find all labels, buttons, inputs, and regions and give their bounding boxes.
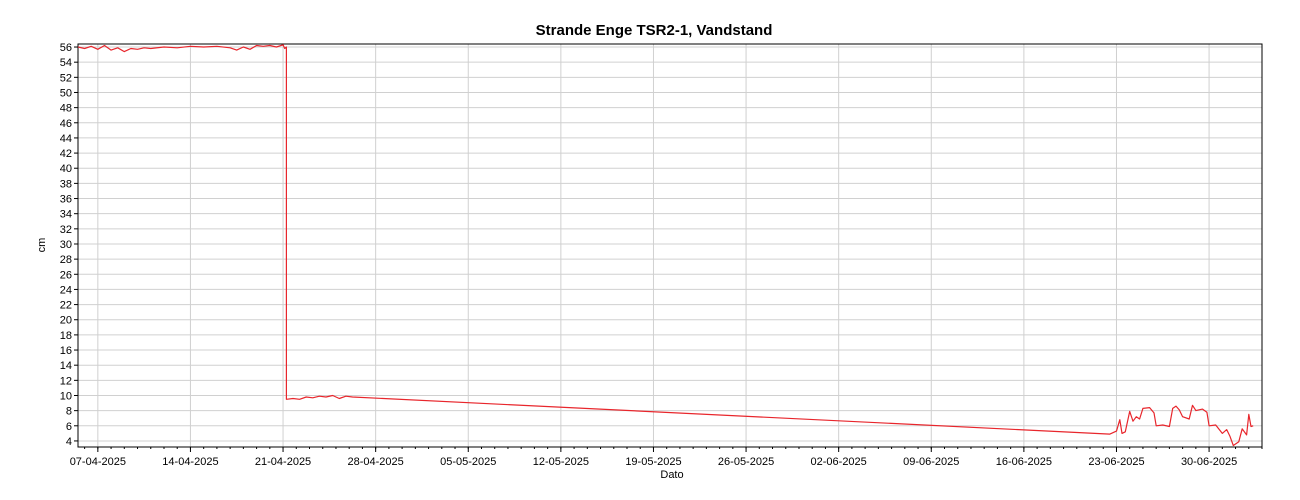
x-tick-label: 09-06-2025	[903, 456, 959, 468]
y-axis-label: cm	[36, 238, 48, 253]
y-tick-label: 48	[60, 103, 72, 115]
y-tick-label: 28	[60, 254, 72, 266]
x-tick-label: 30-06-2025	[1181, 456, 1237, 468]
y-tick-label: 38	[60, 178, 72, 190]
y-tick-label: 4	[66, 436, 72, 448]
y-tick-label: 6	[66, 421, 72, 433]
plot-area-frame	[77, 43, 1263, 448]
x-tick-label: 21-04-2025	[255, 456, 311, 468]
x-tick-label: 19-05-2025	[625, 456, 681, 468]
x-axis-label: Dato	[660, 469, 683, 481]
y-tick-label: 42	[60, 148, 72, 160]
y-tick-label: 22	[60, 300, 72, 312]
y-tick-label: 26	[60, 269, 72, 281]
grid	[78, 44, 1262, 447]
y-tick-label: 10	[60, 390, 72, 402]
x-tick-label: 12-05-2025	[533, 456, 589, 468]
y-tick-label: 18	[60, 330, 72, 342]
x-tick-label: 14-04-2025	[162, 456, 218, 468]
y-axis: 4681012141618202224262830323436384042444…	[60, 42, 78, 448]
y-tick-label: 46	[60, 118, 72, 130]
x-tick-label: 05-05-2025	[440, 456, 496, 468]
y-tick-label: 36	[60, 194, 72, 206]
x-tick-label: 07-04-2025	[70, 456, 126, 468]
chart-title: Strande Enge TSR2-1, Vandstand	[536, 22, 773, 39]
y-tick-label: 14	[60, 360, 72, 372]
y-tick-label: 16	[60, 345, 72, 357]
x-tick-label: 02-06-2025	[811, 456, 867, 468]
y-tick-label: 32	[60, 224, 72, 236]
y-tick-label: 56	[60, 42, 72, 54]
y-tick-label: 24	[60, 284, 72, 296]
series-line	[77, 44, 1254, 447]
y-tick-label: 20	[60, 315, 72, 327]
x-tick-label: 16-06-2025	[996, 456, 1052, 468]
y-tick-label: 40	[60, 163, 72, 175]
y-tick-label: 50	[60, 87, 72, 99]
x-tick-label: 23-06-2025	[1088, 456, 1144, 468]
y-tick-label: 52	[60, 72, 72, 84]
y-tick-label: 30	[60, 239, 72, 251]
y-tick-label: 44	[60, 133, 72, 145]
x-tick-label: 26-05-2025	[718, 456, 774, 468]
series-layer	[77, 44, 1254, 447]
y-tick-label: 12	[60, 375, 72, 387]
x-tick-label: 28-04-2025	[348, 456, 404, 468]
y-tick-label: 54	[60, 57, 72, 69]
y-tick-label: 8	[66, 406, 72, 418]
y-tick-label: 34	[60, 209, 72, 221]
x-axis: 07-04-2025 14-04-2025 21-04-2025 28-04-2025…	[70, 447, 1263, 468]
